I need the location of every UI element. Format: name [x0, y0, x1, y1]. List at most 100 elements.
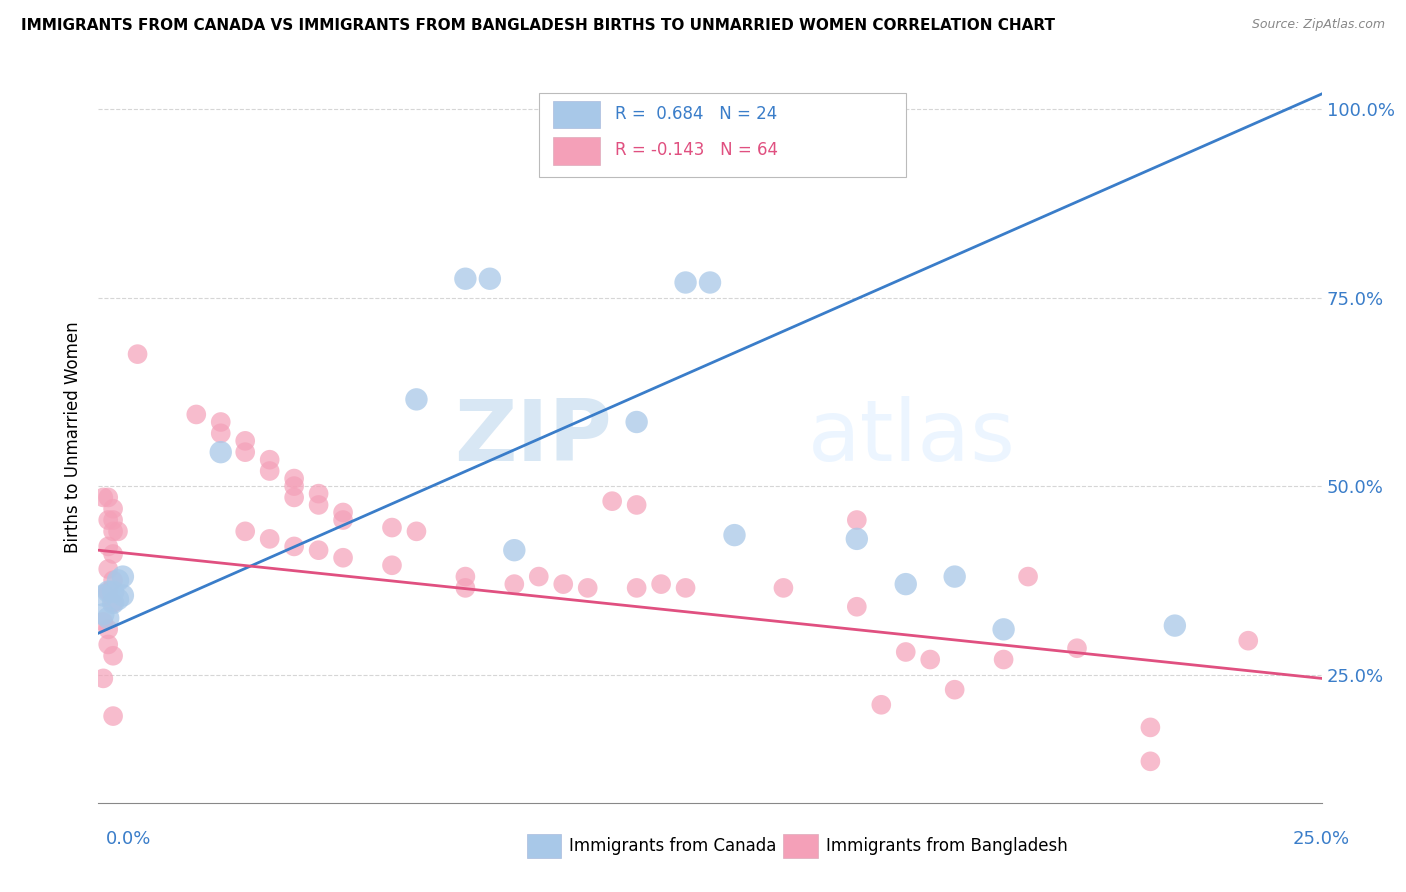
Point: [1139, 720, 1161, 734]
Point: [894, 645, 917, 659]
Point: [101, 524, 124, 539]
Point: [283, 471, 305, 485]
Text: R = -0.143   N = 64: R = -0.143 N = 64: [614, 141, 778, 160]
Point: [553, 577, 575, 591]
Point: [332, 550, 354, 565]
Point: [332, 506, 354, 520]
Point: [845, 513, 868, 527]
Point: [675, 276, 697, 290]
Point: [845, 599, 868, 614]
Point: [454, 569, 477, 583]
Point: [993, 652, 1015, 666]
Bar: [526, 834, 561, 858]
Point: [91, 607, 114, 622]
Point: [101, 574, 124, 588]
Point: [894, 577, 917, 591]
Point: [111, 589, 134, 603]
Point: [943, 569, 966, 583]
Point: [626, 581, 648, 595]
Point: [308, 486, 330, 500]
Point: [626, 415, 648, 429]
Point: [233, 524, 256, 539]
Point: [101, 709, 124, 723]
Text: 0.0%: 0.0%: [105, 830, 150, 847]
Point: [576, 581, 599, 595]
Point: [381, 558, 404, 573]
Point: [97, 637, 120, 651]
Point: [283, 540, 305, 554]
Point: [259, 452, 281, 467]
Point: [405, 392, 427, 407]
Point: [97, 611, 120, 625]
Point: [478, 271, 501, 285]
Point: [283, 479, 305, 493]
Point: [259, 464, 281, 478]
Point: [772, 581, 794, 595]
Point: [626, 498, 648, 512]
Point: [920, 652, 942, 666]
Point: [97, 562, 120, 576]
Point: [97, 623, 120, 637]
Point: [1139, 755, 1161, 769]
Point: [1237, 633, 1260, 648]
Point: [97, 491, 120, 505]
Point: [101, 648, 124, 663]
Text: IMMIGRANTS FROM CANADA VS IMMIGRANTS FROM BANGLADESH BIRTHS TO UNMARRIED WOMEN C: IMMIGRANTS FROM CANADA VS IMMIGRANTS FRO…: [21, 18, 1054, 33]
Point: [91, 615, 114, 629]
Point: [111, 569, 134, 583]
Point: [503, 543, 526, 558]
Point: [675, 581, 697, 595]
Point: [233, 434, 256, 448]
Point: [381, 520, 404, 534]
Point: [209, 426, 232, 441]
Point: [943, 682, 966, 697]
Point: [650, 577, 672, 591]
Point: [454, 271, 477, 285]
Point: [101, 596, 124, 610]
Text: R =  0.684   N = 24: R = 0.684 N = 24: [614, 104, 778, 123]
FancyBboxPatch shape: [538, 94, 905, 178]
Text: atlas: atlas: [808, 395, 1017, 479]
Point: [308, 498, 330, 512]
Point: [870, 698, 893, 712]
Point: [600, 494, 623, 508]
Text: Immigrants from Canada: Immigrants from Canada: [569, 837, 776, 855]
Point: [308, 543, 330, 558]
Point: [101, 584, 124, 599]
Text: Immigrants from Bangladesh: Immigrants from Bangladesh: [827, 837, 1069, 855]
Point: [209, 415, 232, 429]
Point: [503, 577, 526, 591]
Point: [283, 491, 305, 505]
Point: [186, 408, 208, 422]
Point: [1017, 569, 1039, 583]
Bar: [554, 101, 600, 128]
Point: [101, 513, 124, 527]
Point: [405, 524, 427, 539]
Point: [101, 547, 124, 561]
Point: [209, 445, 232, 459]
Point: [259, 532, 281, 546]
Point: [97, 540, 120, 554]
Point: [127, 347, 149, 361]
Point: [1066, 641, 1088, 656]
Point: [993, 623, 1015, 637]
Point: [1164, 618, 1187, 632]
Y-axis label: Births to Unmarried Women: Births to Unmarried Women: [65, 321, 83, 553]
Point: [107, 592, 129, 607]
Point: [699, 276, 721, 290]
Bar: [783, 834, 818, 858]
Text: Source: ZipAtlas.com: Source: ZipAtlas.com: [1251, 18, 1385, 31]
Point: [107, 524, 129, 539]
Point: [91, 491, 114, 505]
Point: [97, 584, 120, 599]
Point: [454, 581, 477, 595]
Point: [332, 513, 354, 527]
Point: [97, 584, 120, 599]
Point: [723, 528, 745, 542]
Point: [91, 589, 114, 603]
Point: [97, 513, 120, 527]
Point: [233, 445, 256, 459]
Text: 25.0%: 25.0%: [1292, 830, 1350, 847]
Bar: [554, 137, 600, 165]
Point: [845, 532, 868, 546]
